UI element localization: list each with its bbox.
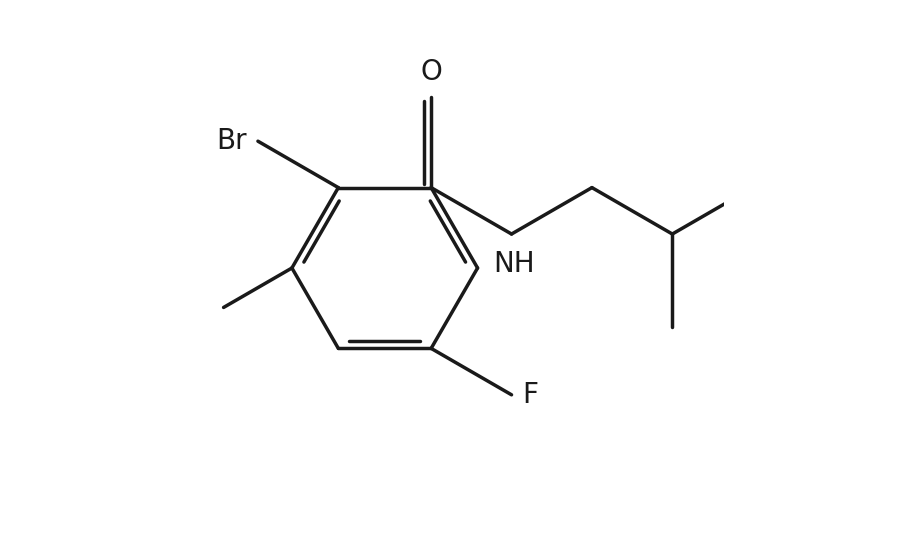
Text: NH: NH xyxy=(493,250,535,278)
Text: F: F xyxy=(522,381,538,409)
Text: O: O xyxy=(420,58,442,86)
Text: Br: Br xyxy=(217,127,247,155)
